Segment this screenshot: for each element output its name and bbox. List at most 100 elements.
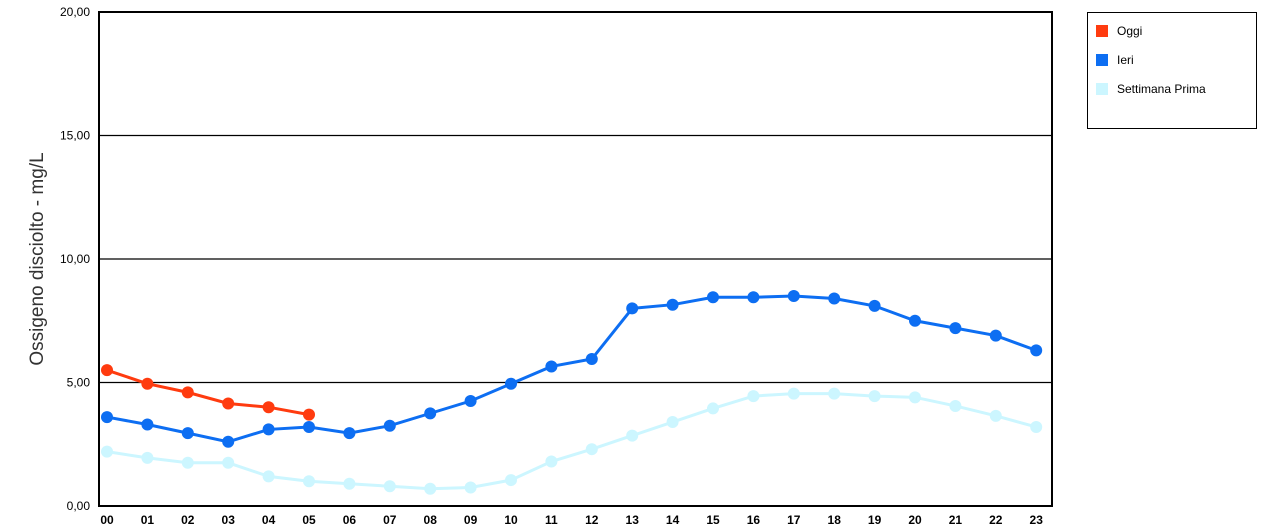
data-point[interactable] bbox=[1030, 420, 1043, 433]
x-tick-label: 20 bbox=[908, 513, 922, 527]
data-point[interactable] bbox=[747, 390, 760, 403]
data-point[interactable] bbox=[989, 409, 1002, 422]
data-point[interactable] bbox=[626, 302, 639, 315]
data-point[interactable] bbox=[868, 299, 881, 312]
series-line bbox=[106, 294, 1037, 444]
y-axis-ticks: 0,00 5,00 10,00 15,00 20,00 bbox=[60, 5, 90, 513]
x-tick-label: 08 bbox=[424, 513, 438, 527]
legend-item[interactable]: Settimana Prima bbox=[1096, 82, 1206, 96]
plot-frame bbox=[98, 11, 1053, 507]
data-point[interactable] bbox=[383, 480, 396, 493]
data-point[interactable] bbox=[343, 427, 356, 440]
data-point[interactable] bbox=[424, 482, 437, 495]
data-point[interactable] bbox=[181, 456, 194, 469]
data-point[interactable] bbox=[787, 387, 800, 400]
legend-swatch bbox=[1096, 54, 1108, 66]
data-point[interactable] bbox=[262, 470, 275, 483]
data-point[interactable] bbox=[666, 416, 679, 429]
data-point[interactable] bbox=[585, 443, 598, 456]
x-tick-label: 01 bbox=[141, 513, 155, 527]
data-point[interactable] bbox=[868, 390, 881, 403]
data-point[interactable] bbox=[141, 377, 154, 390]
legend-swatch bbox=[1096, 25, 1108, 37]
y-tick-label: 5,00 bbox=[67, 376, 91, 390]
x-tick-label: 22 bbox=[989, 513, 1003, 527]
data-point[interactable] bbox=[222, 435, 235, 448]
legend-swatch bbox=[1096, 83, 1108, 95]
data-point[interactable] bbox=[343, 477, 356, 490]
x-tick-label: 05 bbox=[302, 513, 316, 527]
series-group bbox=[101, 290, 1043, 495]
legend-item[interactable]: Ieri bbox=[1096, 53, 1134, 67]
legend-label: Settimana Prima bbox=[1117, 82, 1206, 96]
x-tick-label: 06 bbox=[343, 513, 357, 527]
x-tick-label: 17 bbox=[787, 513, 801, 527]
data-point[interactable] bbox=[101, 411, 113, 424]
y-axis-label: Ossigeno disciolto - mg/L bbox=[27, 152, 48, 365]
data-point[interactable] bbox=[707, 291, 719, 304]
series-line bbox=[106, 392, 1037, 491]
x-tick-label: 11 bbox=[545, 513, 558, 527]
series-line bbox=[106, 368, 310, 417]
data-point[interactable] bbox=[262, 401, 275, 414]
legend-item[interactable]: Oggi bbox=[1096, 24, 1142, 38]
x-tick-label: 16 bbox=[747, 513, 761, 527]
data-point[interactable] bbox=[909, 314, 921, 327]
x-tick-label: 21 bbox=[949, 513, 963, 527]
data-point[interactable] bbox=[464, 481, 477, 494]
x-tick-label: 12 bbox=[585, 513, 599, 527]
grid-lines bbox=[99, 134, 1052, 384]
data-point[interactable] bbox=[585, 353, 598, 366]
series-oggi bbox=[101, 364, 315, 421]
data-point[interactable] bbox=[222, 397, 235, 410]
data-point[interactable] bbox=[909, 391, 921, 404]
data-point[interactable] bbox=[262, 423, 275, 436]
data-point[interactable] bbox=[787, 290, 800, 303]
data-point[interactable] bbox=[181, 386, 194, 399]
x-tick-label: 04 bbox=[262, 513, 276, 527]
data-point[interactable] bbox=[101, 445, 113, 458]
data-point[interactable] bbox=[545, 360, 558, 373]
x-tick-label: 19 bbox=[868, 513, 882, 527]
data-point[interactable] bbox=[141, 451, 154, 464]
data-point[interactable] bbox=[989, 329, 1002, 342]
data-point[interactable] bbox=[666, 298, 679, 311]
y-tick-label: 15,00 bbox=[60, 129, 90, 143]
data-point[interactable] bbox=[303, 475, 315, 488]
data-point[interactable] bbox=[828, 387, 841, 400]
data-point[interactable] bbox=[828, 292, 841, 305]
x-tick-label: 23 bbox=[1030, 513, 1044, 527]
x-tick-label: 14 bbox=[666, 513, 680, 527]
x-tick-label: 18 bbox=[828, 513, 842, 527]
x-tick-label: 09 bbox=[464, 513, 478, 527]
x-tick-label: 02 bbox=[181, 513, 195, 527]
data-point[interactable] bbox=[141, 418, 154, 431]
data-point[interactable] bbox=[1030, 344, 1043, 357]
data-point[interactable] bbox=[303, 408, 315, 421]
x-tick-label: 07 bbox=[383, 513, 397, 527]
x-tick-label: 15 bbox=[706, 513, 720, 527]
data-point[interactable] bbox=[626, 429, 639, 442]
data-point[interactable] bbox=[505, 474, 517, 487]
data-point[interactable] bbox=[222, 456, 235, 469]
data-point[interactable] bbox=[383, 419, 396, 432]
data-point[interactable] bbox=[949, 399, 962, 412]
data-point[interactable] bbox=[101, 364, 113, 377]
data-point[interactable] bbox=[747, 291, 760, 304]
series-settimana-prima bbox=[101, 387, 1043, 495]
legend-label: Ieri bbox=[1117, 53, 1134, 67]
x-tick-label: 13 bbox=[626, 513, 640, 527]
data-point[interactable] bbox=[949, 322, 962, 335]
data-point[interactable] bbox=[303, 420, 315, 433]
data-point[interactable] bbox=[505, 377, 517, 390]
data-point[interactable] bbox=[464, 395, 477, 408]
series-ieri bbox=[101, 290, 1043, 448]
x-axis-ticks: 00 01 02 03 04 05 06 07 08 09 10 11 12 13 14 15 16 17 18 19… bbox=[100, 513, 1043, 527]
data-point[interactable] bbox=[545, 455, 558, 468]
data-point[interactable] bbox=[424, 407, 437, 420]
x-tick-label: 10 bbox=[504, 513, 518, 527]
data-point[interactable] bbox=[707, 402, 719, 415]
y-tick-label: 10,00 bbox=[60, 252, 90, 266]
data-point[interactable] bbox=[181, 427, 194, 440]
